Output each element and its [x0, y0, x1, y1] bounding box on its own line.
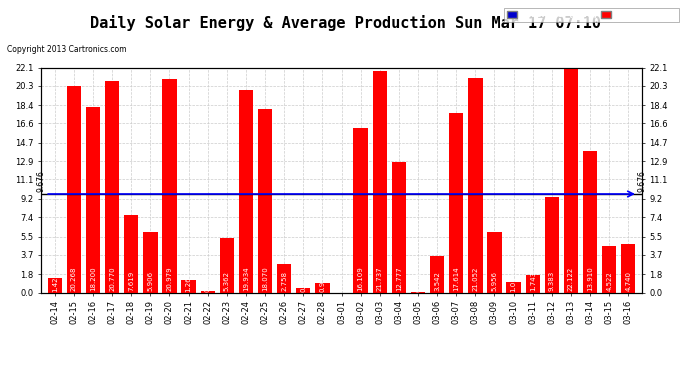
Text: 0.158: 0.158 — [205, 272, 210, 292]
Bar — [373, 71, 387, 292]
Text: 13.910: 13.910 — [587, 267, 593, 291]
Bar — [144, 232, 157, 292]
Text: Daily Solar Energy & Average Production Sun Mar 17 07:10: Daily Solar Energy & Average Production … — [90, 15, 600, 31]
Bar — [162, 79, 177, 292]
Text: 21.737: 21.737 — [377, 267, 383, 291]
Bar — [124, 215, 139, 292]
Text: 1.266: 1.266 — [186, 272, 192, 292]
Text: 2.758: 2.758 — [282, 272, 287, 291]
Text: 21.052: 21.052 — [473, 267, 478, 291]
Bar — [353, 129, 368, 292]
Bar — [544, 197, 559, 292]
Bar — [277, 264, 291, 292]
Bar — [487, 232, 502, 292]
Text: 12.777: 12.777 — [396, 267, 402, 291]
Text: 9.383: 9.383 — [549, 271, 555, 291]
Bar — [67, 86, 81, 292]
Bar — [201, 291, 215, 292]
Text: 1.014: 1.014 — [511, 272, 517, 292]
Bar — [526, 275, 540, 292]
Text: 3.542: 3.542 — [434, 272, 440, 291]
Bar — [469, 78, 482, 292]
Bar — [564, 67, 578, 292]
Text: 1.743: 1.743 — [530, 272, 535, 291]
Text: 9.676: 9.676 — [37, 171, 46, 192]
Text: 20.268: 20.268 — [71, 267, 77, 291]
Text: 0.006: 0.006 — [415, 272, 421, 292]
Text: 5.362: 5.362 — [224, 272, 230, 291]
Bar — [105, 81, 119, 292]
Bar — [181, 280, 196, 292]
Text: 4.522: 4.522 — [607, 272, 612, 291]
Bar — [621, 244, 635, 292]
Text: 9.676: 9.676 — [637, 171, 647, 192]
Bar — [602, 246, 616, 292]
Bar — [239, 90, 253, 292]
Bar — [296, 288, 310, 292]
Text: 20.770: 20.770 — [109, 267, 115, 291]
Bar — [449, 113, 464, 292]
Text: 18.070: 18.070 — [262, 267, 268, 291]
Bar — [506, 282, 521, 292]
Text: 17.614: 17.614 — [453, 267, 460, 291]
Bar — [86, 107, 100, 292]
Text: 22.122: 22.122 — [568, 267, 574, 291]
Bar — [48, 278, 62, 292]
Text: Copyright 2013 Cartronics.com: Copyright 2013 Cartronics.com — [7, 45, 126, 54]
Bar — [430, 256, 444, 292]
Text: 7.619: 7.619 — [128, 271, 135, 291]
Bar — [258, 108, 273, 292]
Bar — [392, 162, 406, 292]
Bar — [583, 151, 598, 292]
Text: 19.934: 19.934 — [243, 267, 249, 291]
Text: 16.109: 16.109 — [357, 267, 364, 291]
Text: 0.935: 0.935 — [319, 272, 326, 292]
Bar — [315, 283, 330, 292]
Text: 20.979: 20.979 — [166, 267, 172, 291]
Bar — [219, 238, 234, 292]
Text: 18.200: 18.200 — [90, 267, 96, 291]
Legend: Average  (kWh), Daily  (kWh): Average (kWh), Daily (kWh) — [504, 8, 679, 22]
Text: 1.426: 1.426 — [52, 272, 58, 292]
Text: 4.740: 4.740 — [625, 272, 631, 291]
Text: 0.464: 0.464 — [300, 272, 306, 292]
Text: 5.956: 5.956 — [491, 272, 497, 291]
Text: 5.906: 5.906 — [148, 272, 153, 291]
